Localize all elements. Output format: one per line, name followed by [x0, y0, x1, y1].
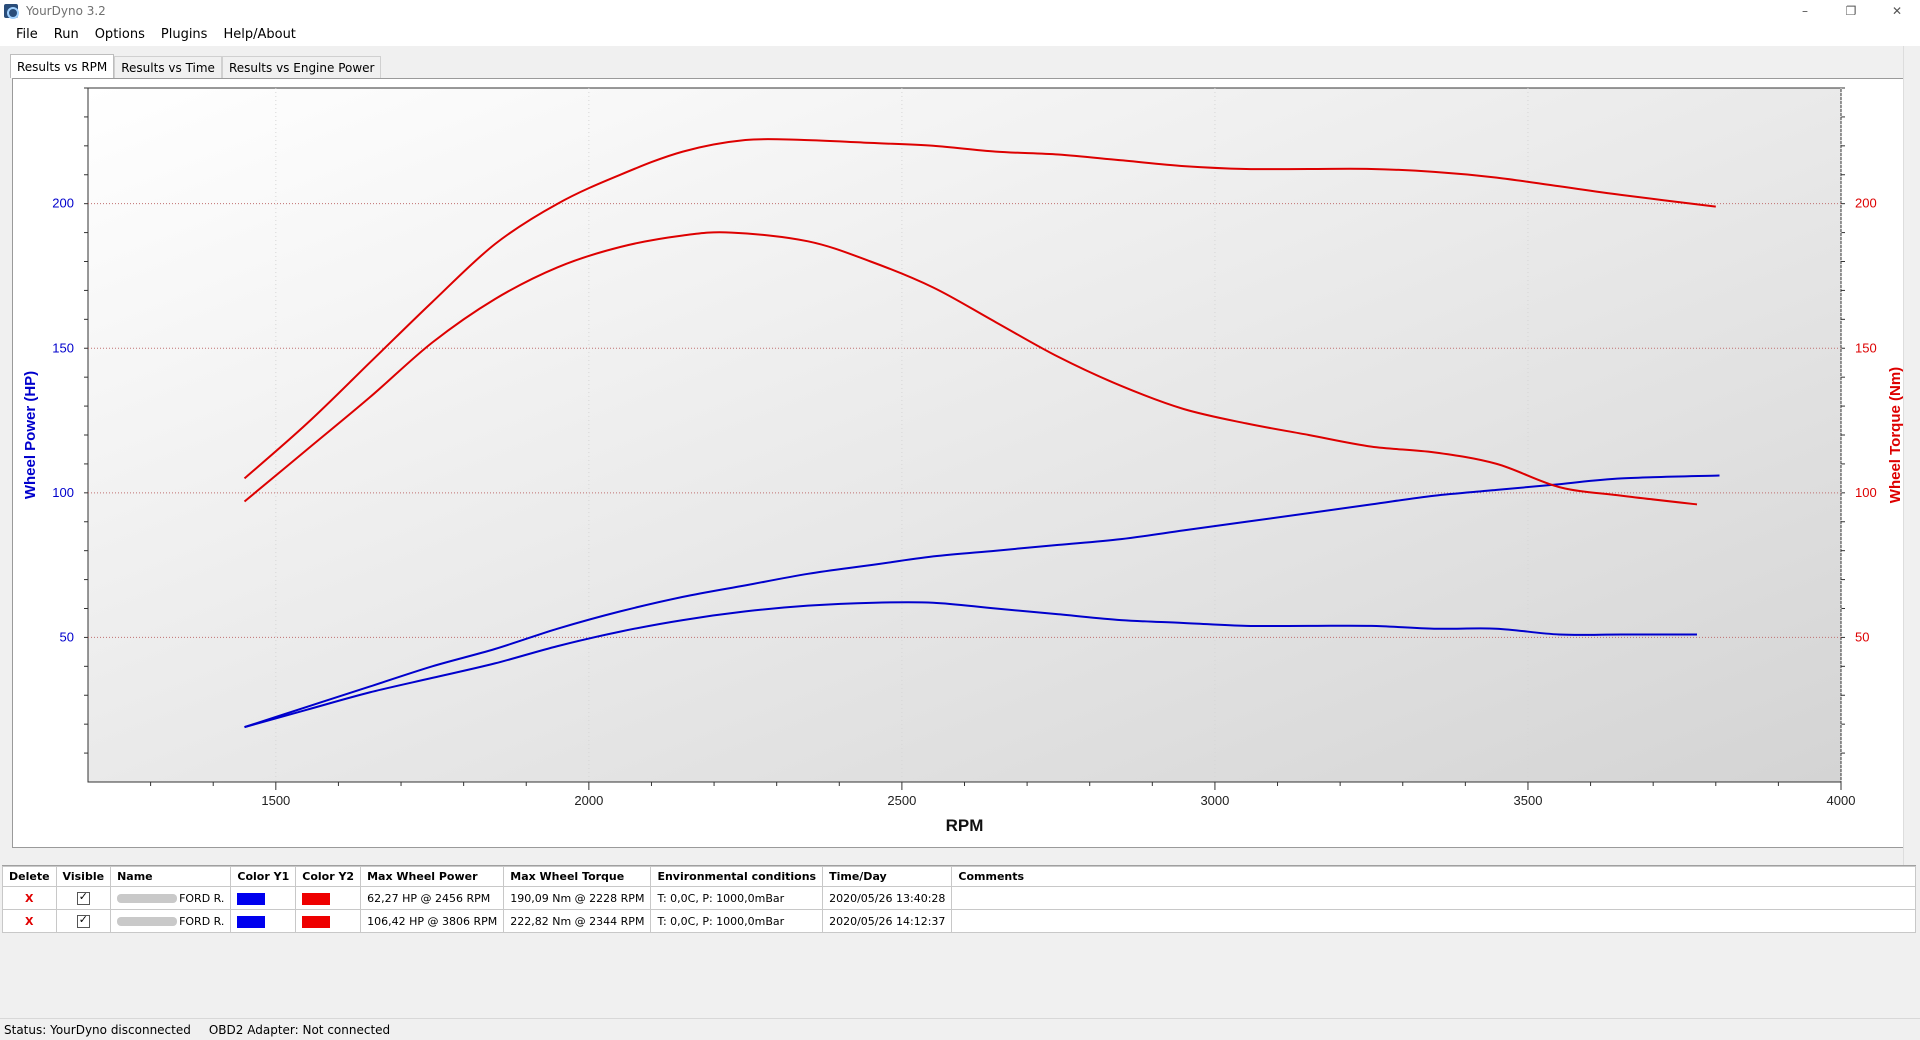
color-y2-cell[interactable]: [295, 886, 362, 910]
power-curve-1: [244, 474, 1720, 729]
menu-bar: File Run Options Plugins Help/About: [0, 22, 1920, 46]
menu-file[interactable]: File: [16, 26, 38, 42]
status-bar: Status: YourDyno disconnected OBD2 Adapt…: [0, 1018, 1920, 1040]
app-logo-icon: [4, 4, 19, 19]
comments-cell[interactable]: [951, 886, 1916, 910]
run-name: FORD R.: [179, 914, 225, 928]
redacted-name: [117, 917, 178, 926]
col-delete[interactable]: Delete: [2, 866, 57, 887]
y1-tick-label: 100: [52, 485, 74, 500]
col-environmental-conditions[interactable]: Environmental conditions: [650, 866, 824, 887]
delete-run-button[interactable]: X: [2, 886, 57, 910]
col-color-y1[interactable]: Color Y1: [230, 866, 297, 887]
col-max-wheel-torque[interactable]: Max Wheel Torque: [503, 866, 652, 887]
y2-tick-label: 150: [1855, 340, 1877, 355]
col-visible[interactable]: Visible: [55, 866, 112, 887]
color-y2-swatch[interactable]: [302, 892, 331, 905]
comments-cell[interactable]: [951, 909, 1916, 933]
col-max-wheel-power[interactable]: Max Wheel Power: [360, 866, 505, 887]
dyno-chart-panel: 50 50 100 100 150 150 200 200 1500 2000 2500 3000 35…: [12, 78, 1912, 848]
title-bar: YourDyno 3.2 – ❐ ✕: [0, 0, 1920, 22]
env-conditions-cell: T: 0,0C, P: 1000,0mBar: [650, 909, 824, 933]
y2-axis-label: Wheel Torque (Nm): [1887, 367, 1904, 503]
x-tick-label: 2500: [887, 793, 916, 808]
x-axis-label: RPM: [946, 816, 984, 835]
delete-run-button[interactable]: X: [2, 909, 57, 933]
y2-tick-label: 50: [1855, 629, 1869, 644]
max-power-cell: 106,42 HP @ 3806 RPM: [360, 909, 505, 933]
col-comments[interactable]: Comments: [951, 866, 1916, 887]
menu-help-about[interactable]: Help/About: [223, 26, 296, 42]
torque-curve-3: [243, 138, 1716, 480]
y2-tick-label: 100: [1855, 485, 1877, 500]
time-day-cell: 2020/05/26 13:40:28: [822, 886, 953, 910]
x-tick-label: 1500: [261, 793, 290, 808]
max-torque-cell: 190,09 Nm @ 2228 RPM: [503, 886, 652, 910]
color-y1-cell[interactable]: [230, 909, 297, 933]
y1-axis-label: Wheel Power (HP): [22, 371, 39, 499]
tab-results-vs-time[interactable]: Results vs Time: [114, 56, 222, 78]
tab-results-vs-engine-power[interactable]: Results vs Engine Power: [221, 56, 382, 78]
env-conditions-cell: T: 0,0C, P: 1000,0mBar: [650, 886, 824, 910]
x-tick-label: 3500: [1514, 793, 1543, 808]
run-name: FORD R.: [179, 891, 225, 905]
visible-checkbox[interactable]: [76, 890, 90, 905]
menu-options[interactable]: Options: [94, 26, 145, 42]
visible-cell: [55, 909, 112, 933]
visible-checkbox[interactable]: [76, 913, 90, 928]
color-y2-cell[interactable]: [295, 909, 362, 933]
view-tabs: Results vs RPM Results vs Time Results v…: [10, 54, 382, 78]
col-time-day[interactable]: Time/Day: [822, 866, 953, 887]
window-title: YourDyno 3.2: [26, 4, 106, 18]
plot-area: [87, 87, 1842, 783]
color-y2-swatch[interactable]: [302, 915, 331, 928]
dyno-chart: 50 50 100 100 150 150 200 200 1500 2000 2500 3000 35…: [22, 87, 1904, 835]
max-power-cell: 62,27 HP @ 2456 RPM: [360, 886, 505, 910]
y2-tick-label: 200: [1855, 196, 1877, 211]
table-header-row: Delete Visible Name Color Y1 Color Y2 Ma…: [2, 866, 1916, 887]
close-button[interactable]: ✕: [1891, 4, 1903, 18]
torque-curve-2: [243, 231, 1698, 506]
max-torque-cell: 222,82 Nm @ 2344 RPM: [503, 909, 652, 933]
minimize-button[interactable]: –: [1802, 4, 1808, 18]
visible-cell: [55, 886, 112, 910]
x-tick-label: 3000: [1200, 793, 1229, 808]
col-name[interactable]: Name: [110, 866, 232, 887]
table-row[interactable]: X FORD R. 106,42 HP @ 3806 RPM 222,82 Nm…: [2, 909, 1916, 933]
vertical-scrollbar[interactable]: [1903, 46, 1920, 964]
menu-plugins[interactable]: Plugins: [160, 26, 208, 42]
color-y1-swatch[interactable]: [237, 892, 266, 905]
results-grid-panel: Delete Visible Name Color Y1 Color Y2 Ma…: [2, 865, 1916, 1017]
power-curve-0: [244, 601, 1697, 729]
color-y1-swatch[interactable]: [237, 915, 266, 928]
x-tick-label: 2000: [574, 793, 603, 808]
redacted-name: [117, 894, 178, 903]
color-y1-cell[interactable]: [230, 886, 297, 910]
table-row[interactable]: X FORD R. 62,27 HP @ 2456 RPM 190,09 Nm …: [2, 886, 1916, 910]
tab-results-vs-rpm[interactable]: Results vs RPM: [10, 54, 115, 78]
restore-button[interactable]: ❐: [1845, 4, 1857, 18]
y1-tick-label: 50: [60, 629, 74, 644]
y1-tick-label: 200: [52, 196, 74, 211]
time-day-cell: 2020/05/26 14:12:37: [822, 909, 953, 933]
name-cell[interactable]: FORD R.: [110, 909, 232, 933]
obd2-status: OBD2 Adapter: Not connected: [208, 1022, 391, 1037]
x-tick-label: 4000: [1827, 793, 1856, 808]
name-cell[interactable]: FORD R.: [110, 886, 232, 910]
menu-run[interactable]: Run: [53, 26, 79, 42]
yourdyno-status: Status: YourDyno disconnected: [4, 1022, 191, 1037]
results-table: Delete Visible Name Color Y1 Color Y2 Ma…: [2, 866, 1916, 933]
y1-tick-label: 150: [52, 340, 74, 355]
col-color-y2[interactable]: Color Y2: [295, 866, 362, 887]
